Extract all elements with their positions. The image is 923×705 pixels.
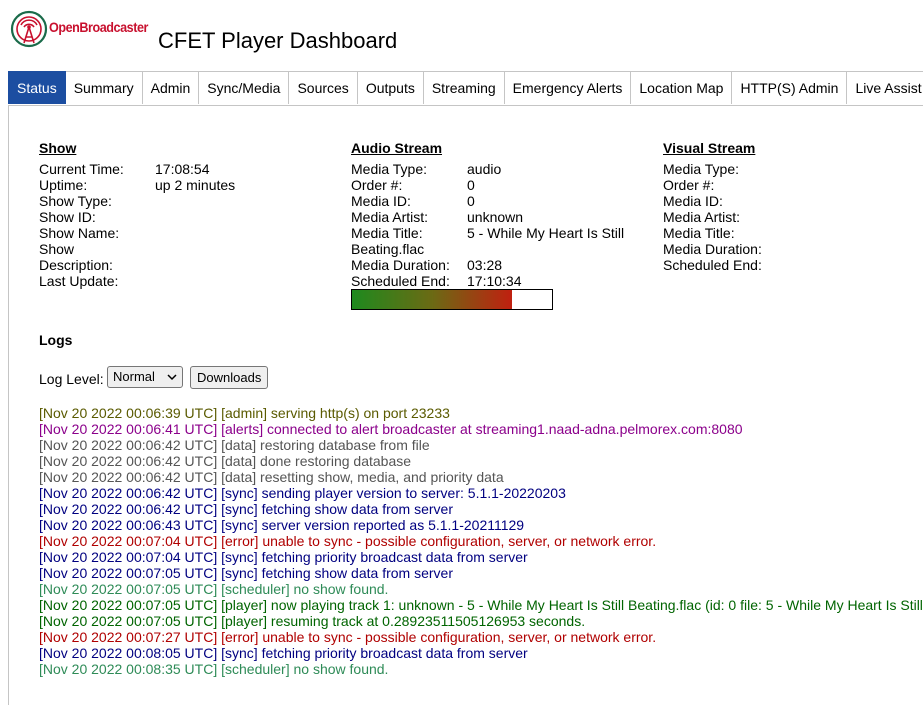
logs-heading: Logs	[39, 332, 73, 348]
tab-status[interactable]: Status	[8, 71, 66, 104]
uptime-label: Uptime:	[39, 177, 88, 193]
visual-media-type-label: Media Type:	[663, 161, 740, 177]
audio-order-label: Order #:	[351, 177, 403, 193]
tab-emergency-alerts[interactable]: Emergency Alerts	[504, 71, 632, 104]
show-name-label: Show Name:	[39, 225, 120, 241]
tab-bar: Status Summary Admin Sync/Media Sources …	[8, 71, 923, 105]
audio-media-type-label: Media Type:	[351, 161, 428, 177]
show-heading: Show	[39, 140, 77, 156]
log-level-label: Log Level:	[39, 371, 104, 387]
audio-media-id-label: Media ID:	[351, 193, 411, 209]
show-type-label: Show Type:	[39, 193, 112, 209]
log-line: [Nov 20 2022 00:06:42 UTC] [data] done r…	[39, 453, 412, 469]
tab-https-admin[interactable]: HTTP(S) Admin	[732, 71, 848, 104]
log-line: [Nov 20 2022 00:07:04 UTC] [error] unabl…	[39, 533, 657, 549]
tab-sync-media[interactable]: Sync/Media	[199, 71, 290, 104]
show-description-label-1: Show	[39, 241, 75, 257]
visual-artist-label: Media Artist:	[663, 209, 741, 225]
log-level-select[interactable]: Normal	[107, 366, 183, 388]
downloads-button[interactable]: Downloads	[190, 366, 269, 389]
log-line: [Nov 20 2022 00:06:42 UTC] [data] resett…	[39, 469, 504, 485]
chevron-down-icon	[167, 374, 177, 381]
logo-text: OpenBroadcaster	[49, 19, 148, 35]
log-line: [Nov 20 2022 00:07:05 UTC] [player] resu…	[39, 613, 586, 629]
tab-sources[interactable]: Sources	[289, 71, 358, 104]
log-line: [Nov 20 2022 00:06:39 UTC] [admin] servi…	[39, 405, 450, 421]
log-line: [Nov 20 2022 00:08:35 UTC] [scheduler] n…	[39, 661, 389, 677]
tab-outputs[interactable]: Outputs	[357, 71, 424, 104]
visual-stream-heading: Visual Stream	[663, 140, 756, 156]
log-line: [Nov 20 2022 00:06:42 UTC] [sync] sendin…	[39, 485, 566, 501]
audio-media-id-value: 0	[467, 193, 475, 209]
log-line: [Nov 20 2022 00:06:42 UTC] [sync] fetchi…	[39, 501, 453, 517]
tab-summary[interactable]: Summary	[65, 71, 143, 104]
openbroadcaster-logo[interactable]: OpenBroadcaster	[10, 10, 160, 48]
broadcast-tower-icon	[10, 10, 48, 48]
audio-duration-label: Media Duration:	[351, 257, 450, 273]
audio-stream-heading: Audio Stream	[351, 140, 443, 156]
log-line: [Nov 20 2022 00:07:27 UTC] [error] unabl…	[39, 629, 657, 645]
log-line: [Nov 20 2022 00:06:43 UTC] [sync] server…	[39, 517, 525, 533]
log-line: [Nov 20 2022 00:07:04 UTC] [sync] fetchi…	[39, 549, 528, 565]
log-line: [Nov 20 2022 00:08:05 UTC] [sync] fetchi…	[39, 645, 528, 661]
log-line: [Nov 20 2022 00:07:05 UTC] [scheduler] n…	[39, 581, 389, 597]
log-line: [Nov 20 2022 00:07:05 UTC] [sync] fetchi…	[39, 565, 453, 581]
audio-title-label: Media Title:	[351, 225, 423, 241]
audio-scheduled-end-value: 17:10:34	[467, 273, 522, 289]
audio-artist-value: unknown	[467, 209, 524, 225]
audio-artist-label: Media Artist:	[351, 209, 429, 225]
log-level-value: Normal	[113, 369, 155, 384]
log-line: [Nov 20 2022 00:06:42 UTC] [data] restor…	[39, 437, 430, 453]
show-description-label-2: Description:	[39, 257, 113, 273]
visual-title-label: Media Title:	[663, 225, 735, 241]
log-line: [Nov 20 2022 00:06:41 UTC] [alerts] conn…	[39, 421, 743, 437]
last-update-label: Last Update:	[39, 273, 119, 289]
tab-location-map[interactable]: Location Map	[631, 71, 733, 104]
current-time-label: Current Time:	[39, 161, 124, 177]
playback-progress-bar	[351, 289, 553, 310]
audio-title-value-cont: Beating.flac	[351, 241, 425, 257]
playback-progress-fill	[352, 290, 512, 309]
page-title: CFET Player Dashboard	[158, 28, 398, 53]
visual-media-id-label: Media ID:	[663, 193, 723, 209]
visual-scheduled-end-label: Scheduled End:	[663, 257, 762, 273]
tab-admin[interactable]: Admin	[142, 71, 200, 104]
visual-duration-label: Media Duration:	[663, 241, 762, 257]
tab-live-assist[interactable]: Live Assist	[847, 71, 923, 104]
audio-title-value: 5 - While My Heart Is Still	[467, 225, 625, 241]
audio-media-type-value: audio	[467, 161, 502, 177]
status-panel	[8, 105, 923, 705]
log-list: [Nov 20 2022 00:06:39 UTC] [admin] servi…	[39, 405, 923, 677]
log-line: [Nov 20 2022 00:07:05 UTC] [player] now …	[39, 597, 923, 613]
visual-order-label: Order #:	[663, 177, 715, 193]
current-time-value: 17:08:54	[155, 161, 210, 177]
audio-order-value: 0	[467, 177, 475, 193]
show-id-label: Show ID:	[39, 209, 96, 225]
audio-scheduled-end-label: Scheduled End:	[351, 273, 450, 289]
tab-streaming[interactable]: Streaming	[423, 71, 505, 104]
header: OpenBroadcaster CFET Player Dashboard	[0, 0, 923, 72]
uptime-value: up 2 minutes	[155, 177, 236, 193]
audio-duration-value: 03:28	[467, 257, 503, 273]
